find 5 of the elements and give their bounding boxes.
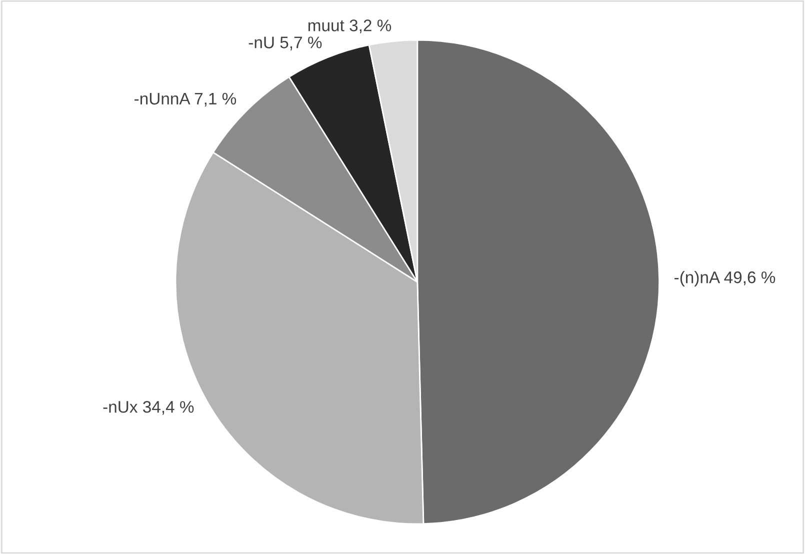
slice-label: muut 3,2 % <box>308 20 392 34</box>
slice-label: -(n)nA 49,6 % <box>674 270 776 287</box>
slice-label: -nUx 34,4 % <box>103 401 194 415</box>
slice-label: -nUnnA 7,1 % <box>134 92 236 107</box>
slice-label: -nU 5,7 % <box>248 36 322 50</box>
